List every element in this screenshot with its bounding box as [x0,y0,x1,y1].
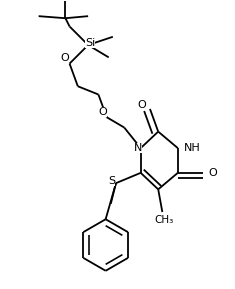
Text: O: O [60,53,69,63]
Text: O: O [98,107,107,117]
Text: S: S [108,176,115,186]
Text: NH: NH [184,143,201,153]
Text: CH₃: CH₃ [155,215,174,225]
Text: N: N [133,143,142,153]
Text: O: O [208,168,217,178]
Text: O: O [137,100,146,110]
Text: Si: Si [85,38,95,48]
